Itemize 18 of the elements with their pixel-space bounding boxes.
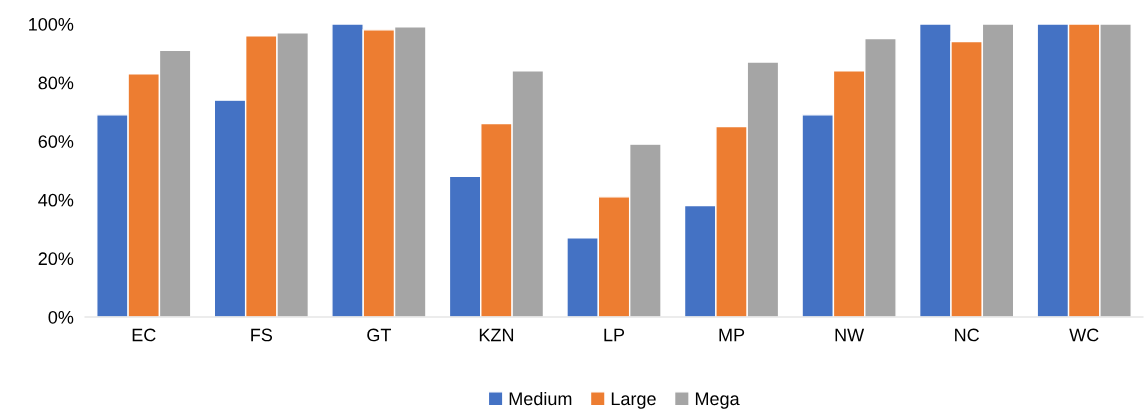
x-tick-label: FS — [251, 328, 273, 342]
x-tick-label: WC — [1069, 328, 1099, 342]
y-tick-label: 80% — [38, 76, 74, 90]
x-tick-label: NC — [955, 328, 980, 342]
legend-label: Large — [611, 392, 656, 409]
x-tick-label: EC — [132, 328, 156, 342]
legend-label: Mega — [695, 392, 740, 409]
x-tick-label: GT — [367, 328, 392, 342]
legend-label: Medium — [509, 391, 572, 406]
x-tick-label: NW — [835, 328, 865, 342]
x-tick-label: KZN — [479, 328, 514, 342]
y-tick-label: 60% — [38, 135, 74, 148]
x-tick-label: MP — [719, 328, 745, 342]
y-tick-label: 100% — [29, 17, 74, 31]
y-tick-label: 40% — [38, 193, 74, 207]
x-tick-label: LP — [604, 328, 625, 342]
y-tick-label: 20% — [38, 252, 74, 266]
y-tick-label: 0% — [48, 310, 74, 324]
